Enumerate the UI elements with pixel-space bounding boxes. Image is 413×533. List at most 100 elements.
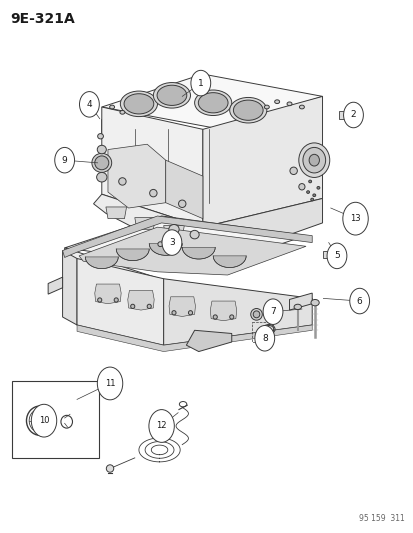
- Polygon shape: [289, 293, 311, 310]
- Ellipse shape: [298, 143, 329, 177]
- Circle shape: [31, 405, 57, 437]
- Ellipse shape: [289, 167, 297, 174]
- Ellipse shape: [213, 315, 217, 319]
- Ellipse shape: [114, 298, 118, 302]
- Ellipse shape: [157, 85, 186, 106]
- Ellipse shape: [120, 91, 157, 117]
- Polygon shape: [48, 277, 62, 294]
- Ellipse shape: [97, 134, 103, 139]
- Polygon shape: [108, 144, 165, 208]
- Ellipse shape: [253, 311, 259, 318]
- Ellipse shape: [147, 304, 151, 309]
- Text: 2: 2: [350, 110, 356, 119]
- Text: 9E-321A: 9E-321A: [10, 12, 74, 27]
- Polygon shape: [64, 216, 305, 268]
- Ellipse shape: [302, 148, 325, 173]
- Polygon shape: [210, 301, 236, 321]
- Polygon shape: [213, 256, 246, 268]
- Text: 12: 12: [156, 422, 166, 431]
- Ellipse shape: [106, 465, 114, 472]
- Ellipse shape: [308, 180, 311, 183]
- FancyBboxPatch shape: [323, 251, 331, 258]
- Ellipse shape: [96, 172, 107, 182]
- Polygon shape: [165, 160, 202, 219]
- Ellipse shape: [310, 300, 318, 306]
- Ellipse shape: [198, 93, 228, 113]
- FancyBboxPatch shape: [338, 111, 347, 119]
- Text: 9: 9: [62, 156, 67, 165]
- Text: 8: 8: [261, 334, 267, 343]
- Ellipse shape: [310, 198, 313, 201]
- Ellipse shape: [120, 110, 125, 114]
- Text: 6: 6: [356, 296, 362, 305]
- Ellipse shape: [306, 191, 309, 193]
- Ellipse shape: [149, 189, 157, 197]
- Ellipse shape: [171, 311, 176, 315]
- Ellipse shape: [293, 304, 301, 310]
- Text: 13: 13: [349, 214, 360, 223]
- Polygon shape: [93, 194, 202, 236]
- Polygon shape: [128, 290, 154, 310]
- Ellipse shape: [188, 311, 192, 315]
- Circle shape: [254, 326, 274, 351]
- Ellipse shape: [299, 105, 304, 109]
- Ellipse shape: [97, 298, 102, 302]
- Polygon shape: [163, 225, 184, 237]
- Text: 5: 5: [333, 252, 339, 260]
- Ellipse shape: [264, 105, 268, 109]
- Polygon shape: [62, 216, 311, 257]
- Ellipse shape: [286, 102, 291, 106]
- Text: 3: 3: [169, 238, 174, 247]
- Circle shape: [79, 92, 99, 117]
- Polygon shape: [77, 259, 163, 345]
- Polygon shape: [62, 251, 77, 325]
- Polygon shape: [79, 227, 305, 275]
- Polygon shape: [106, 207, 126, 219]
- Polygon shape: [161, 279, 305, 336]
- Ellipse shape: [95, 156, 109, 169]
- Ellipse shape: [157, 242, 162, 247]
- Ellipse shape: [274, 100, 279, 103]
- Polygon shape: [163, 279, 311, 345]
- Ellipse shape: [309, 155, 319, 166]
- Circle shape: [343, 102, 363, 128]
- Ellipse shape: [229, 98, 266, 123]
- Circle shape: [190, 70, 210, 96]
- Ellipse shape: [250, 309, 262, 320]
- Circle shape: [326, 243, 346, 269]
- Text: 1: 1: [197, 78, 203, 87]
- Ellipse shape: [169, 224, 179, 234]
- Ellipse shape: [190, 230, 199, 239]
- Text: 11: 11: [104, 379, 115, 388]
- Text: 4: 4: [86, 100, 92, 109]
- Circle shape: [342, 203, 367, 235]
- Ellipse shape: [312, 194, 315, 197]
- Polygon shape: [135, 217, 155, 229]
- Polygon shape: [64, 248, 161, 336]
- Polygon shape: [102, 107, 202, 227]
- Polygon shape: [102, 74, 322, 130]
- Ellipse shape: [194, 90, 231, 116]
- Circle shape: [349, 288, 369, 314]
- Ellipse shape: [229, 315, 233, 319]
- Text: 7: 7: [270, 307, 275, 316]
- Ellipse shape: [109, 105, 114, 109]
- Polygon shape: [169, 297, 195, 317]
- Ellipse shape: [178, 200, 185, 207]
- Ellipse shape: [316, 187, 319, 189]
- Polygon shape: [95, 284, 121, 304]
- Polygon shape: [77, 325, 311, 352]
- Circle shape: [263, 299, 282, 325]
- Ellipse shape: [131, 304, 135, 309]
- Ellipse shape: [233, 100, 263, 120]
- Polygon shape: [202, 96, 322, 227]
- Polygon shape: [182, 247, 215, 259]
- Polygon shape: [202, 198, 322, 251]
- Polygon shape: [149, 244, 182, 255]
- Circle shape: [149, 409, 174, 442]
- Text: 10: 10: [39, 416, 49, 425]
- Circle shape: [55, 148, 74, 173]
- Circle shape: [97, 367, 122, 400]
- Polygon shape: [186, 330, 231, 352]
- Polygon shape: [85, 257, 118, 269]
